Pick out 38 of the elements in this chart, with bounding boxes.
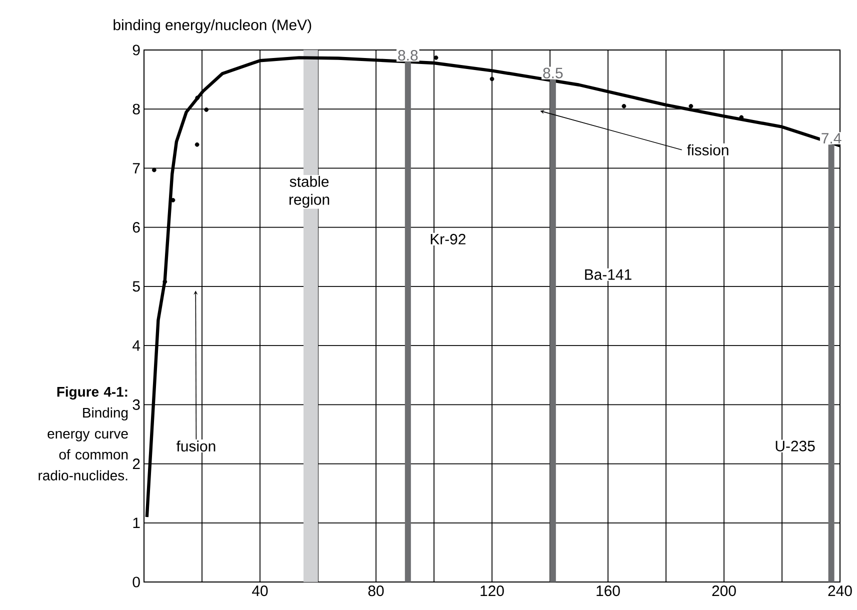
x-tick-label: 200 (712, 586, 736, 596)
y-tick-label: 8 (132, 104, 140, 114)
point (688, 104, 694, 108)
y-tick-label: 5 (132, 281, 140, 292)
y-tick-label: 9 (132, 44, 140, 56)
annotation: fission (687, 144, 728, 156)
annotation: Ba-141 (585, 269, 632, 280)
y-tick-label: 6 (132, 222, 140, 233)
point (434, 55, 438, 60)
point (152, 168, 156, 172)
point (195, 96, 200, 100)
y-tick-label: 7 (132, 163, 140, 174)
y-tick-label: 3 (132, 399, 140, 410)
x-tick-label: 120 (480, 586, 504, 596)
y-axis-title: binding energy/nucleon (MeV) (114, 19, 312, 34)
y-tick-label: 2 (132, 458, 140, 469)
data-label: 7.4 (822, 133, 842, 144)
annotation: fusion (176, 440, 216, 452)
text: Figure 4-1: Binding energy curve of common radio-nuclides. (38, 386, 128, 480)
data-label: 8.8 (398, 50, 418, 61)
point (490, 76, 494, 82)
y-tick-label: 1 (133, 518, 140, 528)
point (622, 104, 626, 108)
y-tick-label: 4 (132, 340, 140, 351)
annotation: Kr-92 (430, 234, 466, 244)
point (162, 280, 168, 284)
x-tick-label: 40 (252, 586, 268, 596)
bar (828, 144, 834, 582)
data-label: 8.5 (543, 68, 563, 78)
y-tick-label: 0 (132, 576, 140, 588)
x-tick-label: 80 (368, 586, 384, 596)
bar (404, 62, 411, 582)
x-tick-label: 160 (596, 586, 620, 596)
point (194, 142, 200, 147)
x-tick-label: 240 (828, 586, 852, 596)
annotation: U-235 (776, 440, 815, 452)
annotation: stable region (290, 176, 330, 208)
point (204, 108, 209, 112)
